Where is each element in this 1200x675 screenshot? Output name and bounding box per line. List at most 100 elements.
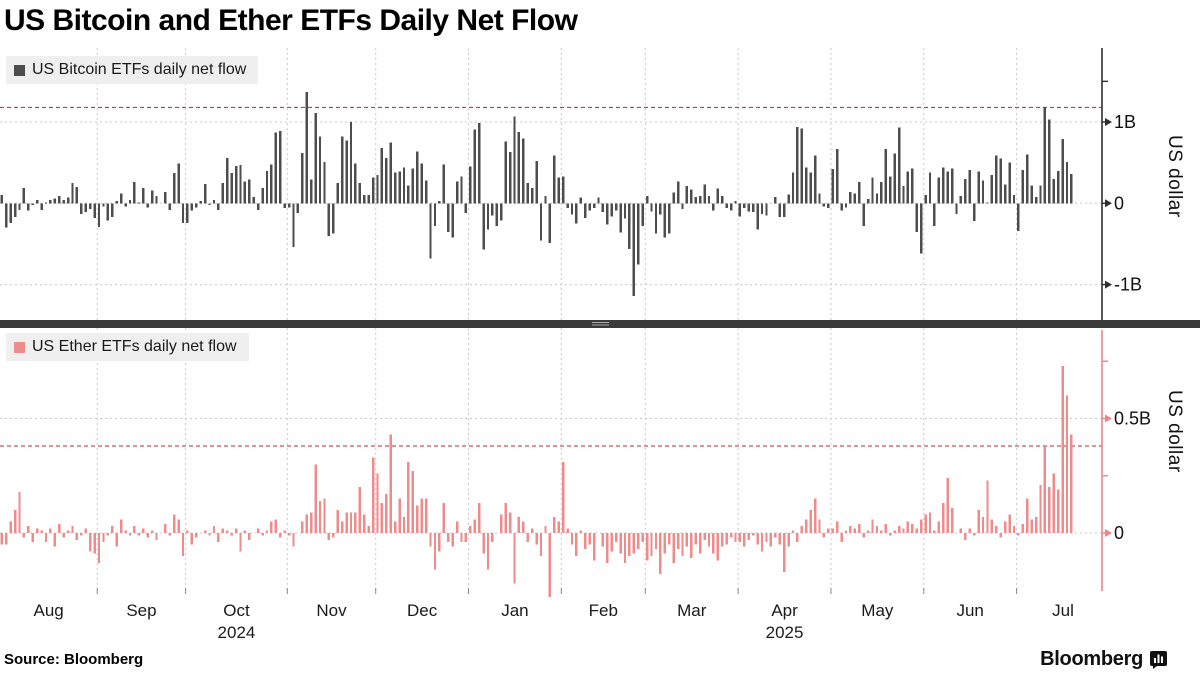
bar — [716, 533, 719, 561]
bar — [199, 200, 202, 204]
bar — [672, 533, 675, 563]
bar — [208, 203, 211, 205]
bar — [354, 163, 357, 204]
bar — [203, 530, 207, 533]
bar — [676, 181, 680, 204]
bar — [937, 177, 940, 204]
bar — [597, 197, 600, 204]
bar — [889, 533, 892, 536]
bar — [128, 200, 132, 204]
bar — [849, 526, 852, 533]
bar — [977, 171, 980, 204]
bitcoin-swatch-icon — [14, 64, 25, 76]
legend-bitcoin[interactable]: US Bitcoin ETFs daily net flow — [6, 56, 259, 84]
bar — [66, 530, 70, 533]
month-label: Jul — [1052, 601, 1074, 620]
bar — [743, 203, 746, 209]
month-label: Feb — [589, 601, 618, 620]
bar — [455, 521, 459, 533]
bar — [517, 131, 521, 204]
bar — [950, 507, 954, 533]
bar — [782, 533, 786, 572]
bar — [853, 528, 857, 533]
bar — [513, 533, 516, 584]
bar — [760, 533, 764, 552]
bar — [75, 187, 79, 204]
bar — [332, 533, 335, 538]
bar — [424, 180, 428, 204]
bar — [407, 185, 410, 204]
month-label: Nov — [316, 601, 347, 620]
bar — [252, 196, 255, 204]
bar — [265, 170, 269, 204]
bar — [5, 203, 8, 228]
bar — [473, 129, 476, 204]
bar — [791, 530, 795, 533]
bar — [84, 203, 87, 213]
bar — [1026, 154, 1029, 204]
bar — [791, 172, 795, 204]
bar — [765, 533, 768, 543]
bar — [186, 203, 189, 223]
bar — [553, 517, 556, 533]
bar — [999, 158, 1002, 204]
bar — [570, 533, 574, 545]
tick-arrow-icon — [1105, 414, 1112, 423]
bar — [504, 141, 507, 204]
bar — [968, 170, 971, 204]
bar — [336, 183, 339, 204]
bar — [226, 157, 229, 204]
bar — [305, 91, 308, 204]
bar — [831, 169, 834, 204]
bar — [429, 203, 432, 259]
bar — [1070, 174, 1073, 204]
bar — [973, 203, 976, 222]
bar — [897, 127, 901, 204]
bar — [146, 533, 149, 538]
bar — [469, 526, 472, 533]
bar — [336, 510, 339, 533]
tick-arrow-icon — [1105, 529, 1112, 537]
bar — [619, 533, 622, 554]
bar — [796, 126, 799, 204]
bar — [464, 203, 468, 214]
bar — [97, 203, 101, 227]
y-tick-label: 0 — [1114, 193, 1124, 213]
bar — [119, 193, 123, 204]
bar — [416, 151, 419, 204]
bar — [230, 533, 233, 536]
bar — [27, 203, 30, 211]
ether-panel: 0.5B 0 — [0, 330, 1151, 598]
bar — [62, 533, 65, 538]
bar — [5, 533, 8, 545]
bar — [142, 187, 145, 204]
divider-grip-icon[interactable] — [592, 322, 609, 327]
bar — [822, 203, 826, 207]
y-axis-title-ether: US dollar — [1164, 390, 1185, 473]
bar — [950, 168, 954, 204]
bar — [1017, 533, 1020, 536]
legend-ether[interactable]: US Ether ETFs daily net flow — [6, 333, 249, 361]
bar — [504, 503, 507, 533]
bitcoin-panel: 1B 0 -1B — [0, 48, 1142, 320]
bar — [217, 533, 220, 543]
bar — [575, 203, 578, 224]
month-label: May — [861, 601, 894, 620]
bar — [1065, 161, 1069, 204]
y-axis-title-bitcoin: US dollar — [1164, 135, 1185, 218]
bar — [973, 533, 976, 536]
bar — [248, 533, 251, 540]
bar — [641, 203, 644, 227]
bar — [690, 533, 693, 559]
bar — [579, 197, 582, 204]
bar — [36, 200, 39, 204]
bar — [756, 203, 759, 230]
bar — [712, 203, 715, 211]
bar — [111, 526, 114, 533]
bar — [615, 203, 618, 211]
bar — [853, 193, 857, 204]
bar — [1057, 170, 1060, 204]
bar — [420, 163, 423, 204]
bar — [818, 519, 821, 533]
